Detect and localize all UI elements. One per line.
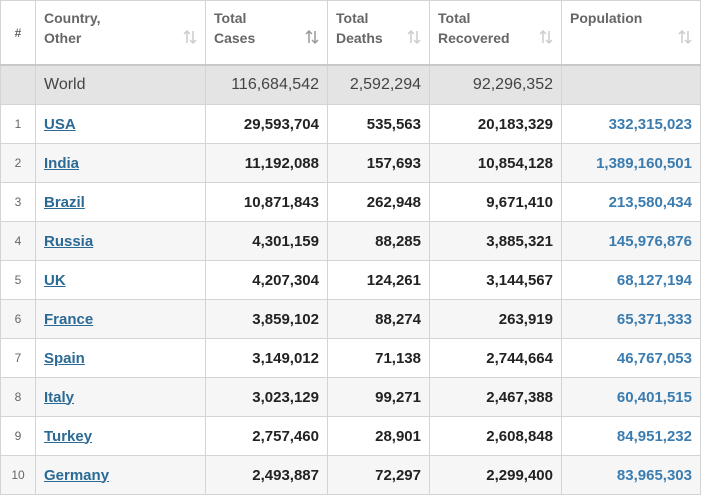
- column-header: #: [0, 0, 36, 66]
- deaths-cell: 124,261: [327, 260, 430, 300]
- population-cell: 83,965,303: [561, 455, 701, 495]
- row-index: 3: [0, 182, 36, 222]
- row-index: 7: [0, 338, 36, 378]
- country-cell: Turkey: [35, 416, 206, 456]
- country-row: 7 Spain 3,149,012 71,138 2,744,664 46,767,053: [0, 338, 701, 378]
- recovered-cell: 2,299,400: [429, 455, 562, 495]
- column-header[interactable]: Total Recovered: [429, 0, 562, 66]
- cases-cell: 29,593,704: [205, 104, 328, 144]
- table-body: World 116,684,542 2,592,294 92,296,352 1 USA 2…: [0, 64, 701, 495]
- cases-cell: 2,757,460: [205, 416, 328, 456]
- population-cell: 1,389,160,501: [561, 143, 701, 183]
- country-link[interactable]: Brazil: [44, 193, 85, 211]
- country-cell: UK: [35, 260, 206, 300]
- world-row: World 116,684,542 2,592,294 92,296,352: [0, 64, 701, 105]
- row-index: 8: [0, 377, 36, 417]
- country-link[interactable]: Spain: [44, 349, 85, 367]
- country-link[interactable]: Turkey: [44, 427, 93, 445]
- column-header[interactable]: Total Deaths: [327, 0, 430, 66]
- recovered-cell: 2,744,664: [429, 338, 562, 378]
- country-cell: France: [35, 299, 206, 339]
- recovered-cell: 2,608,848: [429, 416, 562, 456]
- country-cell: USA: [35, 104, 206, 144]
- population-cell: 332,315,023: [561, 104, 701, 144]
- sort-icon[interactable]: [539, 29, 553, 45]
- population-cell: 46,767,053: [561, 338, 701, 378]
- country-row: 6 France 3,859,102 88,274 263,919 65,371,333: [0, 299, 701, 339]
- cases-cell: 3,023,129: [205, 377, 328, 417]
- country-cell: India: [35, 143, 206, 183]
- country-link[interactable]: India: [44, 154, 80, 172]
- row-index: 10: [0, 455, 36, 495]
- country-row: 1 USA 29,593,704 535,563 20,183,329 332,315,0…: [0, 104, 701, 144]
- cases-cell: 4,207,304: [205, 260, 328, 300]
- sort-icon[interactable]: [678, 29, 692, 45]
- sort-icon[interactable]: [407, 29, 421, 45]
- population-cell: [561, 64, 701, 105]
- column-header[interactable]: Total Cases: [205, 0, 328, 66]
- column-header[interactable]: Country, Other: [35, 0, 206, 66]
- deaths-cell: 71,138: [327, 338, 430, 378]
- recovered-cell: 263,919: [429, 299, 562, 339]
- row-index: 5: [0, 260, 36, 300]
- row-index: 4: [0, 221, 36, 261]
- country-link[interactable]: Russia: [44, 232, 94, 250]
- deaths-cell: 535,563: [327, 104, 430, 144]
- country-link[interactable]: Germany: [44, 466, 110, 484]
- recovered-cell: 20,183,329: [429, 104, 562, 144]
- country-row: 2 India 11,192,088 157,693 10,854,128 1,389,1…: [0, 143, 701, 183]
- row-index: 6: [0, 299, 36, 339]
- country-row: 10 Germany 2,493,887 72,297 2,299,400 83,965,…: [0, 455, 701, 495]
- country-row: 9 Turkey 2,757,460 28,901 2,608,848 84,951,23…: [0, 416, 701, 456]
- header-row: # Country, Other Total Cases Total Deaths To…: [0, 0, 701, 66]
- cases-cell: 3,859,102: [205, 299, 328, 339]
- row-index: 9: [0, 416, 36, 456]
- country-row: 8 Italy 3,023,129 99,271 2,467,388 60,401,515: [0, 377, 701, 417]
- country-row: 5 UK 4,207,304 124,261 3,144,567 68,127,194: [0, 260, 701, 300]
- population-cell: 145,976,876: [561, 221, 701, 261]
- deaths-cell: 99,271: [327, 377, 430, 417]
- sort-icon[interactable]: [305, 29, 319, 45]
- deaths-cell: 28,901: [327, 416, 430, 456]
- country-row: 3 Brazil 10,871,843 262,948 9,671,410 213,580…: [0, 182, 701, 222]
- recovered-cell: 3,144,567: [429, 260, 562, 300]
- recovered-cell: 10,854,128: [429, 143, 562, 183]
- country-cell: Russia: [35, 221, 206, 261]
- cases-cell: 116,684,542: [205, 64, 328, 105]
- country-link[interactable]: USA: [44, 115, 76, 133]
- country-cell: Brazil: [35, 182, 206, 222]
- deaths-cell: 88,285: [327, 221, 430, 261]
- recovered-cell: 9,671,410: [429, 182, 562, 222]
- cases-cell: 4,301,159: [205, 221, 328, 261]
- population-cell: 65,371,333: [561, 299, 701, 339]
- deaths-cell: 72,297: [327, 455, 430, 495]
- country-link[interactable]: France: [44, 310, 94, 328]
- deaths-cell: 88,274: [327, 299, 430, 339]
- cases-cell: 10,871,843: [205, 182, 328, 222]
- country-row: 4 Russia 4,301,159 88,285 3,885,321 145,976,8…: [0, 221, 701, 261]
- cases-cell: 3,149,012: [205, 338, 328, 378]
- deaths-cell: 262,948: [327, 182, 430, 222]
- population-cell: 213,580,434: [561, 182, 701, 222]
- recovered-cell: 92,296,352: [429, 64, 562, 105]
- row-index: 1: [0, 104, 36, 144]
- deaths-cell: 2,592,294: [327, 64, 430, 105]
- sort-icon[interactable]: [183, 29, 197, 45]
- row-index: 2: [0, 143, 36, 183]
- recovered-cell: 3,885,321: [429, 221, 562, 261]
- deaths-cell: 157,693: [327, 143, 430, 183]
- country-link[interactable]: Italy: [44, 388, 75, 406]
- country-cell: World: [35, 64, 206, 105]
- cases-cell: 11,192,088: [205, 143, 328, 183]
- population-cell: 84,951,232: [561, 416, 701, 456]
- population-cell: 68,127,194: [561, 260, 701, 300]
- recovered-cell: 2,467,388: [429, 377, 562, 417]
- country-link[interactable]: UK: [44, 271, 66, 289]
- row-index: [0, 64, 36, 105]
- country-cell: Spain: [35, 338, 206, 378]
- population-cell: 60,401,515: [561, 377, 701, 417]
- column-header[interactable]: Population: [561, 0, 701, 66]
- country-cell: Italy: [35, 377, 206, 417]
